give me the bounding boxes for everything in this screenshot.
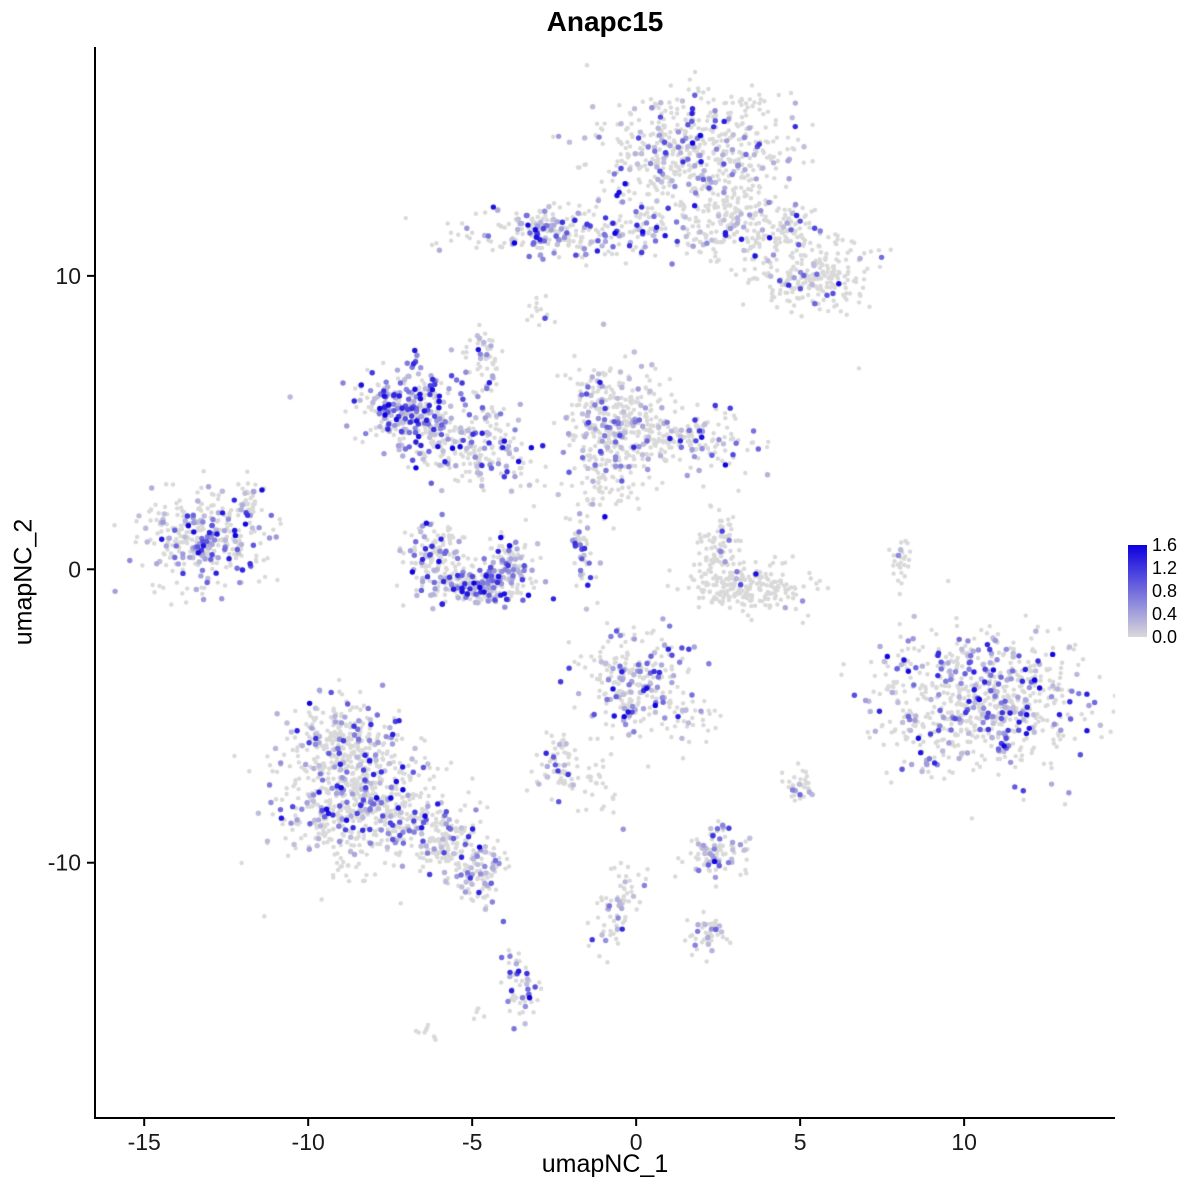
x-tick-label: 5 (794, 1129, 807, 1155)
x-tick-label: 0 (630, 1129, 643, 1155)
x-tick-label: -10 (292, 1129, 325, 1155)
x-tick-label: -15 (128, 1129, 161, 1155)
legend-tick-label: 0.4 (1152, 604, 1178, 624)
colorbar-gradient (1128, 545, 1147, 637)
legend-tick-label: 0.8 (1152, 581, 1178, 601)
legend-tick-label: 1.2 (1152, 558, 1178, 578)
legend-tick-label: 0.0 (1152, 627, 1178, 647)
legend-tick-label: 1.6 (1152, 535, 1178, 555)
x-tick-label: 10 (951, 1129, 977, 1155)
y-axis-label: umapNC_2 (9, 518, 38, 646)
y-tick-label: 0 (68, 556, 81, 582)
y-tick-label: -10 (48, 850, 81, 876)
plot-title: Anapc15 (546, 6, 664, 37)
x-tick-label: -5 (462, 1129, 482, 1155)
y-tick-label: 10 (55, 263, 81, 289)
x-axis-label: umapNC_1 (541, 1150, 669, 1178)
